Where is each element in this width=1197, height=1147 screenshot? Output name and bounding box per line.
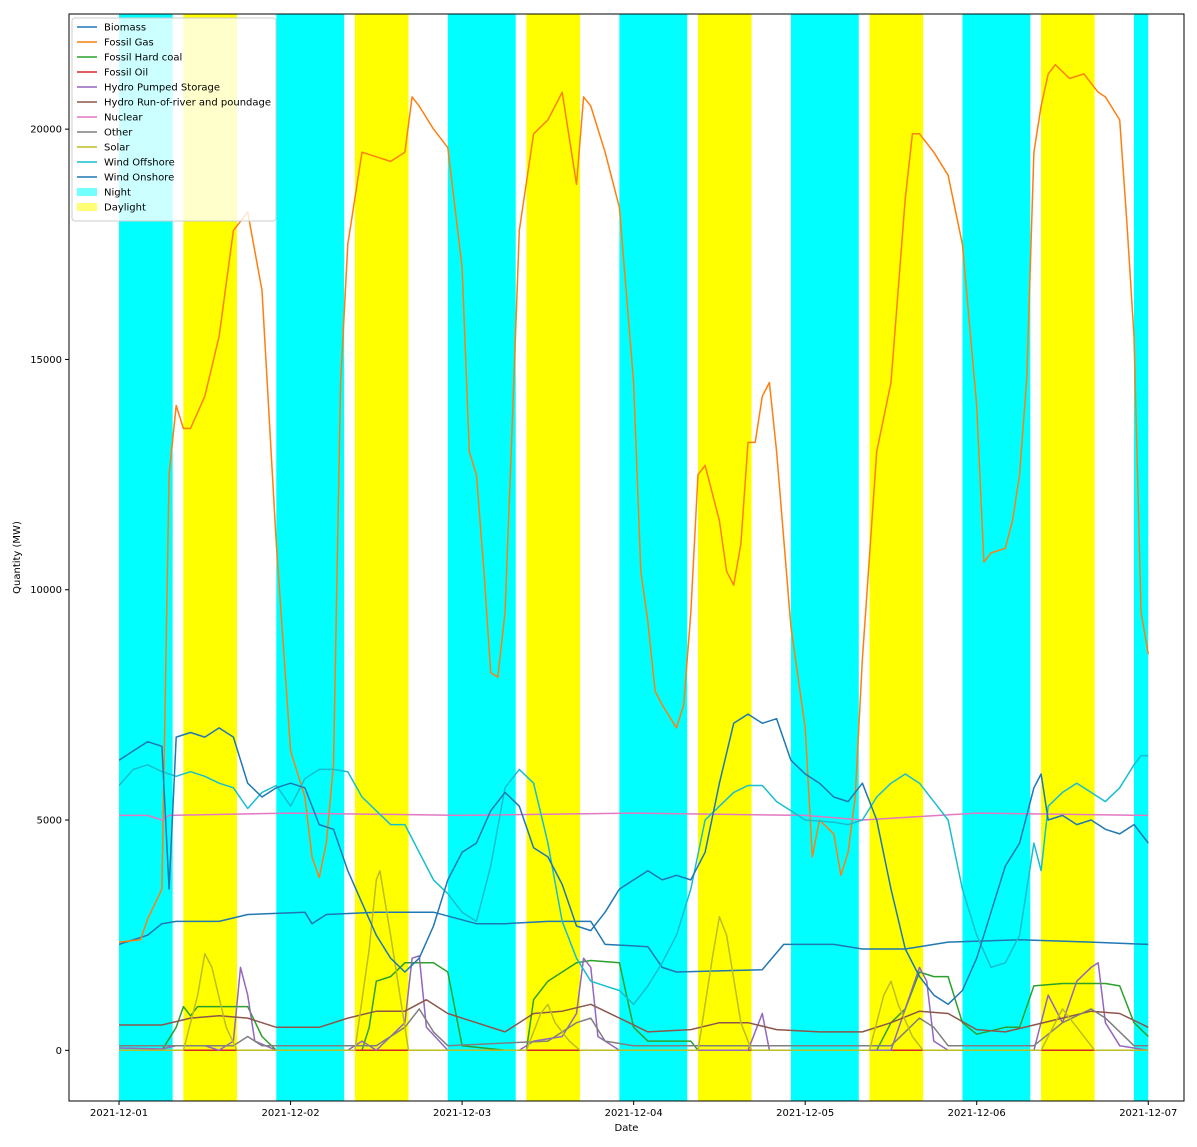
y-tick-label: 0 xyxy=(56,1046,62,1057)
legend: Biomass Fossil Gas Fossil Hard coal Fossil … xyxy=(71,17,277,222)
daylight-band xyxy=(869,14,924,1101)
y-axis-ticks: 0 5000 10000 15000 20000 xyxy=(30,125,69,1057)
legend-label: Other xyxy=(104,128,133,139)
y-tick-label: 5000 xyxy=(37,816,62,827)
x-tick-label: 2021-12-07 xyxy=(1119,1108,1177,1119)
legend-label: Nuclear xyxy=(104,113,143,124)
shaded-bands xyxy=(119,14,1149,1101)
night-band xyxy=(619,14,688,1101)
series-line-solar xyxy=(119,869,1149,1052)
series-line-other xyxy=(119,1008,1149,1047)
legend-label: Hydro Pumped Storage xyxy=(104,83,220,94)
legend-label: Daylight xyxy=(104,203,146,214)
x-tick-label: 2021-12-02 xyxy=(262,1108,320,1119)
legend-box xyxy=(71,17,277,222)
series-lines xyxy=(118,63,1150,1052)
legend-label: Solar xyxy=(104,143,130,154)
series-line-hydro-run-of-river-and-poundage xyxy=(119,998,1149,1033)
x-tick-label: 2021-12-05 xyxy=(776,1108,834,1119)
night-band xyxy=(790,14,859,1101)
legend-label: Fossil Hard coal xyxy=(104,53,182,64)
night-band xyxy=(276,14,345,1101)
x-tick-label: 2021-12-04 xyxy=(605,1108,663,1119)
series-line-biomass xyxy=(118,911,1149,973)
plot-frame xyxy=(68,13,1185,1102)
x-tick-label: 2021-12-06 xyxy=(948,1108,1006,1119)
legend-label: Wind Offshore xyxy=(104,158,175,169)
series-line-fossil-hard-coal xyxy=(119,959,1149,1052)
legend-label: Fossil Gas xyxy=(104,38,154,49)
y-axis-title: Quantity (MW) xyxy=(12,521,23,594)
y-tick-label: 20000 xyxy=(30,125,62,136)
legend-label: Biomass xyxy=(104,23,146,34)
daylight-band xyxy=(526,14,581,1101)
series-line-wind-offshore xyxy=(118,754,1149,1006)
legend-label: Fossil Oil xyxy=(104,68,148,79)
series-line-fossil-gas xyxy=(118,63,1150,943)
x-tick-label: 2021-12-03 xyxy=(433,1108,491,1119)
night-band xyxy=(1133,14,1149,1101)
series-line-nuclear xyxy=(119,812,1149,821)
daylight-band xyxy=(1041,14,1095,1101)
night-band xyxy=(962,14,1031,1101)
daylight-band xyxy=(354,14,409,1101)
night-band xyxy=(447,14,516,1101)
legend-swatch xyxy=(77,188,97,196)
legend-swatch xyxy=(77,203,97,211)
y-tick-label: 15000 xyxy=(30,355,62,366)
legend-label: Night xyxy=(104,188,131,199)
series-line-wind-onshore xyxy=(118,713,1149,1006)
legend-label: Wind Onshore xyxy=(104,173,174,184)
x-axis-ticks: 2021-12-01 2021-12-02 2021-12-03 2021-12-04… xyxy=(90,1101,1177,1119)
x-tick-label: 2021-12-01 xyxy=(90,1108,148,1119)
y-tick-label: 10000 xyxy=(30,585,62,596)
series-line-hydro-pumped-storage xyxy=(118,955,1149,1052)
x-axis-title: Date xyxy=(615,1123,639,1134)
legend-label: Hydro Run-of-river and poundage xyxy=(104,98,271,109)
